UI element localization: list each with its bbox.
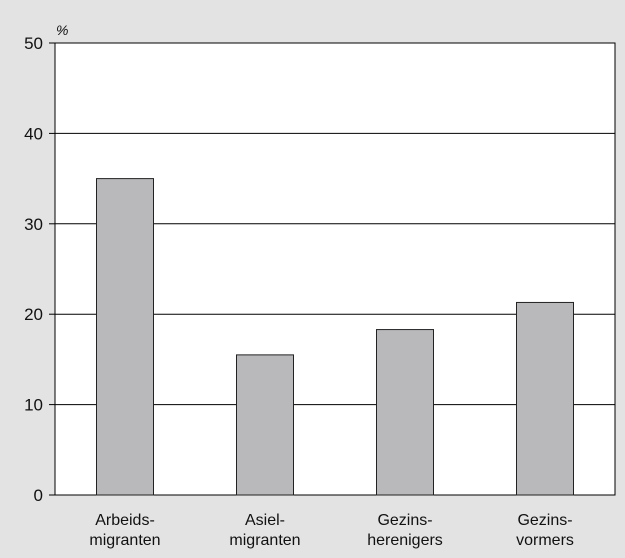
y-unit-label: %	[56, 22, 68, 38]
bar-asiel-migranten	[236, 354, 294, 496]
x-tick-label-line: migranten	[89, 532, 160, 549]
y-tick-label-30: 30	[24, 215, 43, 234]
x-tick-label-line: migranten	[229, 532, 300, 549]
y-tick-label-0: 0	[34, 486, 43, 505]
x-tick-label-line: herenigers	[367, 532, 443, 549]
x-tick-label-line: Gezins-	[377, 512, 432, 529]
x-tick-label-line: vormers	[516, 532, 574, 549]
y-axis-ticks: 0 10 20 30 40 50	[24, 34, 55, 505]
x-tick-label-line: Asiel-	[245, 512, 285, 529]
x-axis-labels: Arbeids-migranten Asiel-migranten Gezins-h…	[89, 512, 573, 549]
bar-gezins-herenigers	[376, 329, 434, 496]
y-tick-label-50: 50	[24, 34, 43, 53]
y-tick-label-40: 40	[24, 124, 43, 143]
y-tick-label-10: 10	[24, 396, 43, 415]
x-tick-label-line: Arbeids-	[95, 512, 155, 529]
y-tick-label-20: 20	[24, 305, 43, 324]
bars	[96, 178, 574, 496]
bar-arbeids-migranten	[96, 178, 154, 496]
x-tick-label-line: Gezins-	[517, 512, 572, 529]
bar-gezins-vormers	[516, 301, 574, 496]
